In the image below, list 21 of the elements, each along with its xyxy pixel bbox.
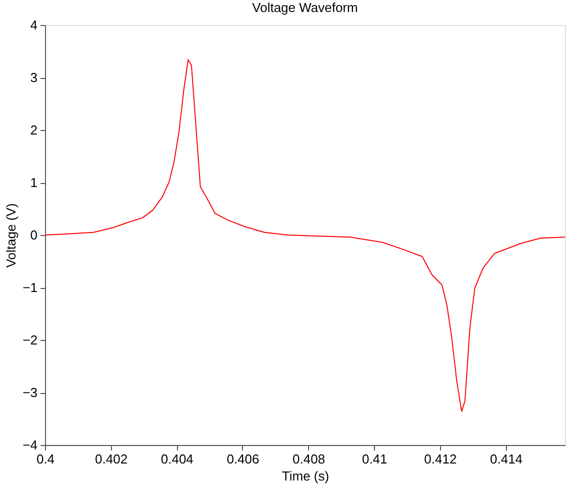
x-axis-title: Time (s)	[282, 468, 330, 484]
x-tick-label: 0.4	[36, 452, 55, 466]
x-tick-label: 0.408	[292, 452, 326, 466]
y-axis-title: Voltage (V)	[4, 203, 19, 268]
line-series	[44, 59, 566, 412]
y-tick-label: 3	[30, 70, 38, 85]
y-tick-label: −1	[22, 280, 38, 295]
y-tick-label: 0	[30, 228, 38, 242]
x-tick-label: 0.404	[160, 452, 194, 466]
x-tick-label: 0.412	[424, 452, 457, 466]
y-tick-label: −3	[22, 385, 38, 400]
y-tick-label: 1	[30, 175, 38, 190]
y-tick-label: −4	[22, 438, 38, 452]
x-tick-label: 0.402	[95, 452, 128, 466]
y-tick-label: 4	[30, 18, 38, 32]
y-tick-label: 2	[30, 122, 38, 138]
chart-title: Voltage Waveform	[252, 0, 358, 15]
x-tick-label: 0.406	[226, 452, 260, 466]
y-tick-label: −2	[22, 332, 38, 348]
x-tick-label: 0.41	[362, 452, 388, 466]
x-tick-label: 0.414	[490, 452, 523, 466]
